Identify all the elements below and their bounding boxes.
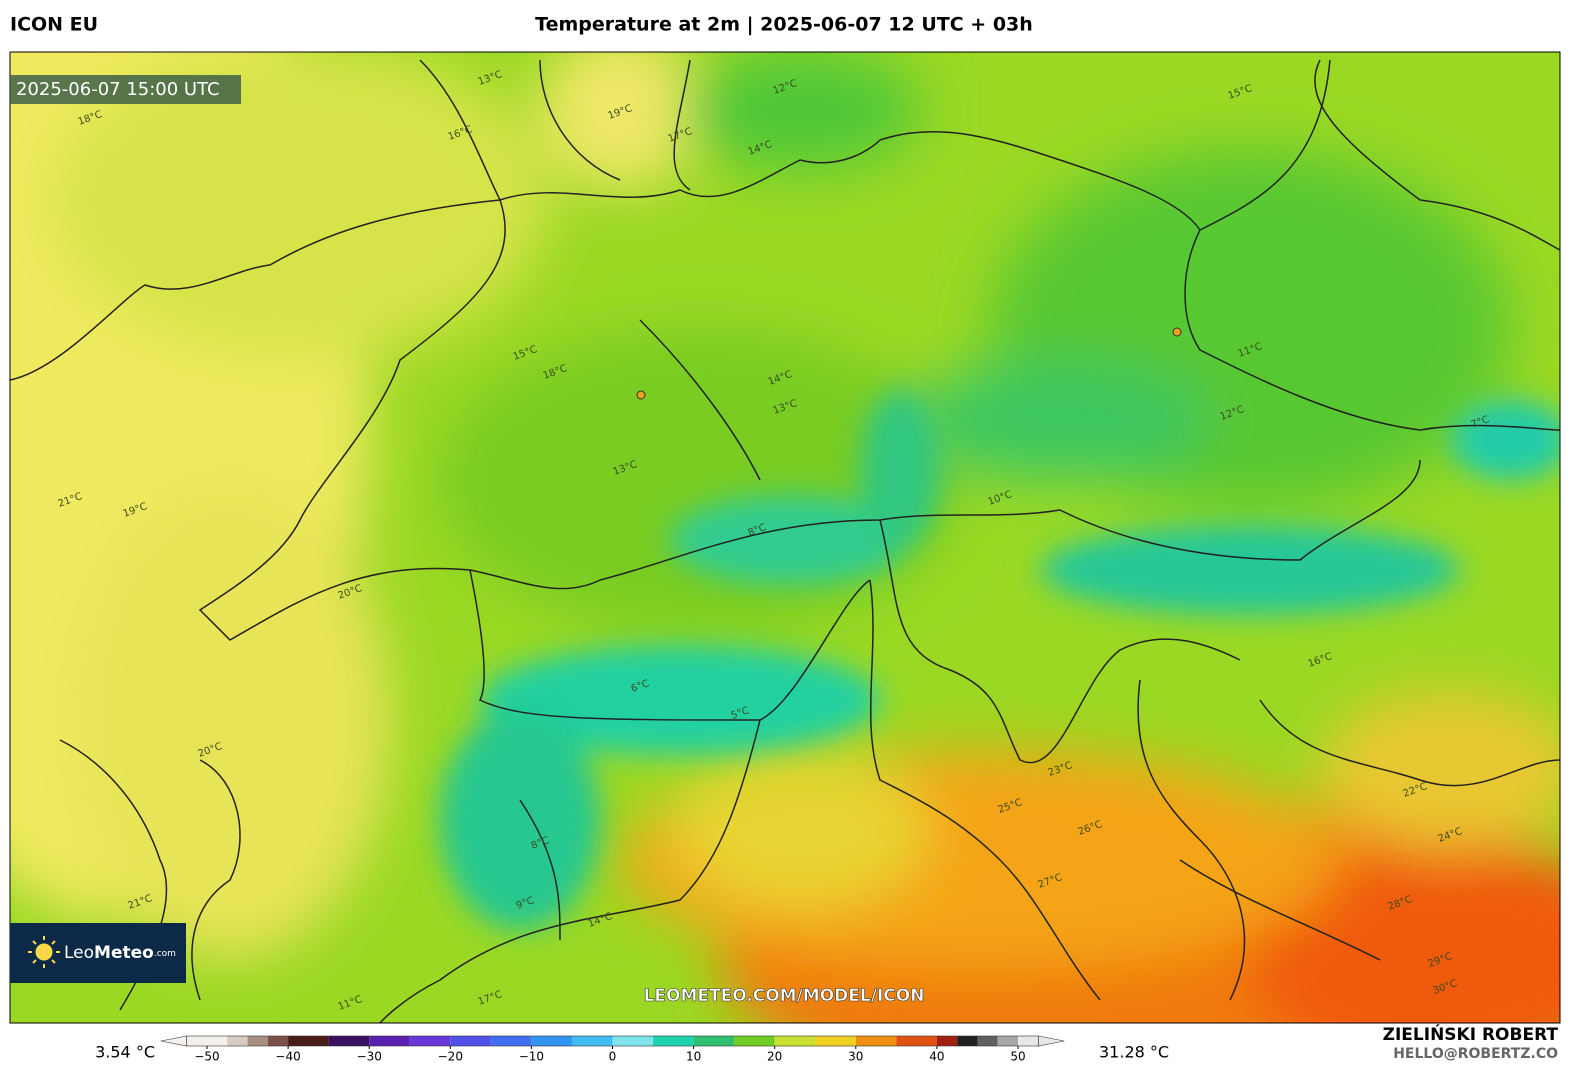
colorbar-tick-label: −50	[194, 1050, 219, 1064]
chart-title: Temperature at 2m | 2025-06-07 12 UTC + …	[535, 14, 1033, 36]
logo-text: LeoMeteo.com	[64, 943, 176, 963]
colorbar-segment	[328, 1036, 370, 1046]
logo-com: .com	[154, 949, 176, 959]
colorbar-segment	[571, 1036, 613, 1046]
city-marker	[1172, 327, 1182, 337]
colorbar-segment	[531, 1036, 572, 1046]
colorbar-segment	[896, 1036, 937, 1046]
colorbar-segment	[247, 1036, 268, 1046]
colorbar-tick-label: −30	[357, 1050, 382, 1064]
colorbar-tick-label: −20	[438, 1050, 463, 1064]
colorbar-tick-label: 40	[929, 1050, 944, 1064]
colorbar-extend-low	[160, 1035, 188, 1047]
city-marker	[636, 390, 646, 400]
colorbar-segment	[815, 1036, 856, 1046]
colorbar-segment	[936, 1036, 958, 1046]
logo-sun	[28, 936, 60, 968]
colorbar-segment	[369, 1036, 410, 1046]
time-box	[10, 75, 241, 104]
colorbar-segment	[288, 1036, 329, 1046]
credit-email: HELLO@ROBERTZ.CO	[1393, 1046, 1558, 1062]
colorbar-tick-label: 0	[609, 1050, 617, 1064]
colorbar: −50 −40 −30 −20 −10 0 10 20 30 40 50	[160, 1035, 1065, 1064]
colorbar-segment	[653, 1036, 694, 1046]
colorbar-segment	[227, 1036, 248, 1046]
colorbar-segment	[409, 1036, 451, 1046]
colorbar-segment	[612, 1036, 654, 1046]
colorbar-tick-label: 20	[767, 1050, 782, 1064]
colorbar-tick-label: −40	[275, 1050, 300, 1064]
colorbar-tick-label: 10	[686, 1050, 701, 1064]
colorbar-segment	[774, 1036, 816, 1046]
colorbar-segment	[267, 1036, 289, 1046]
borders	[10, 59, 1560, 1023]
logo-leo: Leo	[64, 943, 94, 963]
colorbar-segment	[734, 1036, 775, 1046]
map-frame	[9, 51, 1561, 1024]
model-name: ICON EU	[10, 14, 98, 36]
max-value: 31.28 °C	[1099, 1043, 1169, 1062]
colorbar-segment	[957, 1036, 978, 1046]
colorbar-segment	[855, 1036, 897, 1046]
watermark: LEOMETEO.COM/MODEL/ICON	[644, 986, 925, 1006]
colorbar-segment	[1018, 1036, 1039, 1046]
colorbar-segment	[693, 1036, 735, 1046]
colorbar-segment	[186, 1036, 228, 1046]
colorbar-tick-label: 30	[848, 1050, 863, 1064]
colorbar-extend-high	[1037, 1035, 1065, 1047]
min-value: 3.54 °C	[95, 1043, 155, 1062]
colorbar-segment	[977, 1036, 998, 1046]
credit-name: ZIELIŃSKI ROBERT	[1383, 1023, 1559, 1045]
logo-meteo: Meteo	[94, 943, 154, 963]
valid-time: 2025-06-07 15:00 UTC	[16, 79, 220, 100]
colorbar-tick-label: −10	[519, 1050, 544, 1064]
colorbar-segment	[490, 1036, 532, 1046]
colorbar-tick-label: 50	[1010, 1050, 1025, 1064]
colorbar-segment	[997, 1036, 1018, 1046]
colorbar-segment	[450, 1036, 491, 1046]
